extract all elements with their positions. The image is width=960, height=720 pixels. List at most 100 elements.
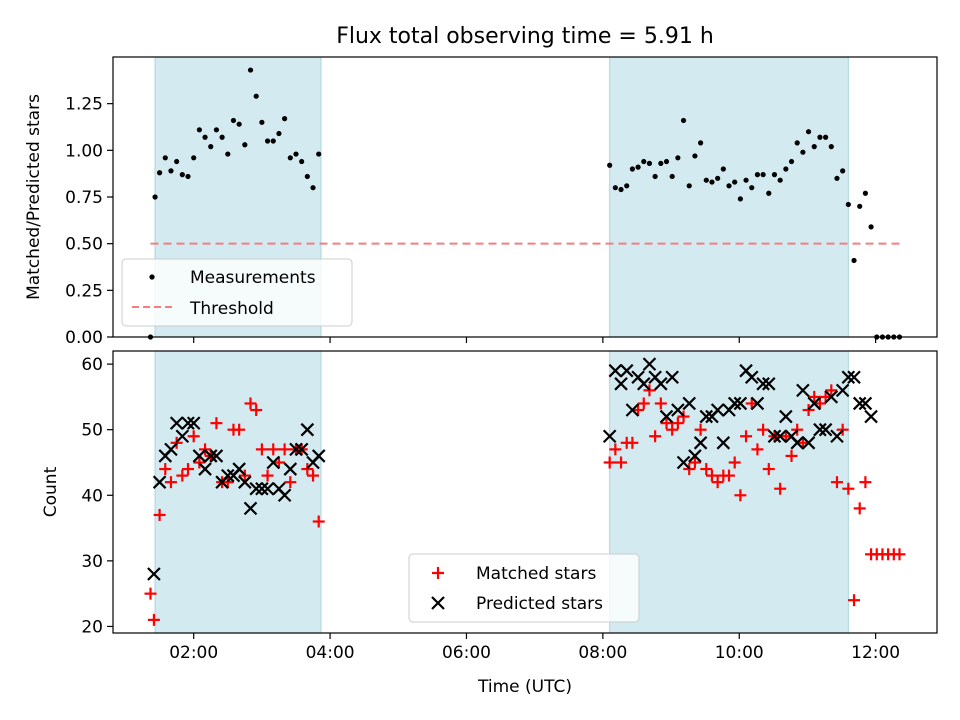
predicted-star-marker	[294, 442, 309, 457]
legend-label-threshold: Threshold	[189, 299, 274, 319]
measurement-point	[236, 121, 242, 127]
measurement-point	[743, 177, 749, 183]
matched-star-marker	[808, 390, 821, 403]
legend-marker-matched-stars	[432, 567, 444, 579]
predicted-star-marker	[169, 416, 184, 430]
legend-marker-measurements	[149, 274, 155, 280]
measurement-point	[185, 173, 191, 180]
y-tick-label: 20	[81, 617, 103, 637]
predicted-star-marker	[835, 383, 850, 398]
predicted-star-marker	[818, 422, 833, 437]
top-panel: 0.00 0.25 0.50 0.75 1.00 1.25 Matched/Predict…	[24, 56, 938, 348]
matched-star-marker	[147, 613, 160, 626]
measurement-point	[669, 173, 675, 180]
measurement-point	[771, 172, 778, 178]
measurement-point	[749, 185, 755, 191]
matched-star-marker	[853, 502, 866, 515]
predicted-star-marker	[260, 481, 275, 496]
matched-star-marker	[666, 423, 679, 436]
predicted-star-marker	[602, 429, 617, 444]
top-y-ticks: 0.00 0.25 0.50 0.75 1.00 1.25	[65, 95, 113, 348]
matched-star-marker	[785, 449, 798, 462]
measurement-point	[624, 183, 630, 189]
measurement-point	[686, 183, 692, 189]
measurement-point	[715, 175, 721, 181]
predicted-star-marker	[659, 409, 674, 424]
predicted-star-marker	[710, 403, 725, 417]
predicted-star-marker	[175, 429, 190, 444]
predicted-star-marker	[238, 475, 252, 489]
shaded-region	[154, 350, 322, 634]
measurement-point	[219, 134, 225, 140]
predicted-star-marker	[750, 396, 765, 411]
predicted-star-marker	[277, 488, 292, 503]
y-tick-label: 50	[81, 421, 103, 441]
matched-star-marker	[221, 476, 234, 489]
matched-star-marker	[615, 456, 628, 469]
chart-title: Flux total observing time = 5.91 h	[336, 24, 714, 49]
predicted-star-marker	[830, 429, 844, 444]
matched-star-marker	[802, 404, 815, 417]
measurement-point	[766, 190, 772, 196]
matched-star-marker	[603, 456, 616, 469]
measurement-point	[287, 155, 293, 161]
predicted-star-marker	[283, 462, 298, 476]
measurement-point	[720, 166, 726, 172]
measurement-point	[629, 166, 636, 172]
matched-star-marker	[182, 463, 195, 476]
matched-star-marker	[643, 384, 656, 397]
bottom-panel: 20 30 40 50 60 02:00 04:00 06:00 08:00 10:00 12:0…	[41, 350, 938, 697]
measurement-point	[828, 144, 834, 150]
bottom-axes-frame	[112, 350, 938, 634]
measurement-point	[805, 129, 812, 135]
predicted-star-marker	[147, 567, 161, 581]
measurement-point	[692, 153, 698, 159]
matched-star-marker	[819, 390, 832, 403]
measurement-point	[316, 151, 322, 157]
y-tick-label: 60	[81, 355, 103, 375]
matched-star-marker	[267, 443, 280, 456]
bottom-legend: Matched stars Predicted stars	[408, 553, 640, 623]
matched-star-marker	[688, 456, 701, 469]
predicted-star-marker	[608, 363, 623, 378]
y-tick-label: 0.50	[65, 235, 103, 255]
matched-star-marker	[153, 508, 166, 521]
predicted-star-marker	[249, 481, 263, 496]
predicted-star-marker	[289, 442, 303, 457]
measurement-point	[817, 134, 823, 140]
measurement-point	[868, 224, 874, 230]
measurement-point	[823, 134, 829, 140]
y-tick-label: 0.75	[65, 188, 103, 208]
x-tick-label: 10:00	[715, 643, 764, 663]
measurement-point	[794, 140, 800, 146]
matched-star-marker	[176, 469, 189, 482]
x-tick-label: 12:00	[851, 643, 900, 663]
predicted-star-marker	[186, 416, 201, 430]
bottom-x-ticks: 02:00 04:00 06:00 08:00 10:00 12:00	[169, 633, 900, 663]
measurement-point	[162, 155, 168, 161]
measurement-point	[259, 119, 265, 125]
matched-star-marker	[255, 443, 268, 456]
predicted-star-marker	[181, 416, 195, 430]
predicted-star-marker	[255, 481, 269, 496]
predicted-star-marker	[266, 455, 281, 470]
measurement-point	[299, 158, 305, 165]
matched-star-marker	[626, 436, 639, 449]
matched-star-marker	[233, 423, 246, 436]
measurement-point	[652, 173, 658, 180]
predicted-star-marker	[813, 422, 827, 437]
legend-label-matched-stars: Matched stars	[476, 564, 596, 584]
matched-star-marker	[711, 476, 724, 489]
predicted-star-marker	[864, 409, 878, 424]
legend-label-measurements: Measurements	[190, 268, 316, 288]
predicted-star-marker	[733, 396, 748, 411]
measurement-point	[168, 168, 174, 174]
measurement-point	[225, 151, 231, 157]
matched-star-marker	[813, 397, 826, 410]
predicted-star-marker	[744, 370, 759, 385]
predicted-star-marker	[688, 449, 702, 463]
predicted-star-marker	[767, 429, 782, 444]
matched-star-marker	[694, 423, 707, 436]
top-series	[147, 67, 903, 340]
